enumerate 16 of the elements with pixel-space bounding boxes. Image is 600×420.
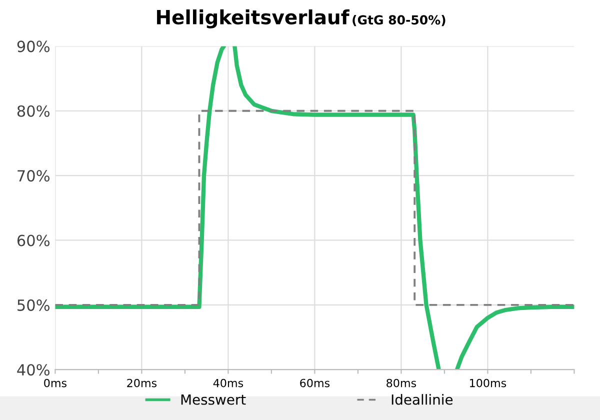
x-tick-label: 0ms — [44, 378, 66, 388]
legend-label: Messwert — [181, 394, 246, 405]
x-tick-label: 40ms — [213, 378, 244, 388]
x-tick-label: 60ms — [300, 378, 330, 388]
x-tick-label: 80ms — [386, 378, 416, 388]
x-tick-label: 100ms — [470, 378, 506, 388]
chart-subtitle: (GtG 80-50%) — [352, 14, 446, 26]
y-tick-label: 50% — [18, 299, 50, 311]
y-tick-label: 90% — [17, 40, 50, 52]
y-tick-label: 80% — [17, 105, 50, 117]
chart-title: Helligkeitsverlauf — [157, 9, 350, 28]
y-tick-label: 60% — [17, 234, 50, 246]
x-tick-label: 20ms — [127, 378, 157, 388]
legend-label: Ideallinie — [392, 394, 453, 405]
y-tick-label: 40% — [17, 364, 50, 376]
y-tick-label: 70% — [18, 170, 50, 182]
